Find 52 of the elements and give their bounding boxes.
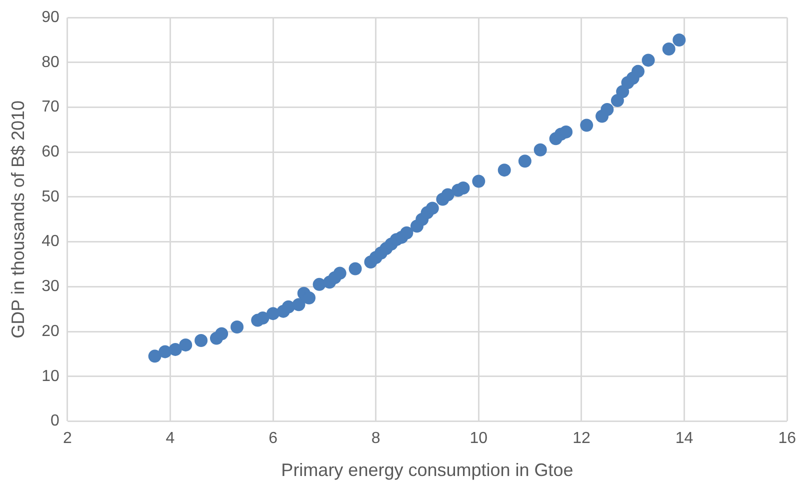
point: [560, 125, 573, 138]
y-tick-label: 60: [42, 144, 60, 161]
y-tick-label: 0: [50, 412, 60, 430]
y-tick-label: 40: [42, 233, 60, 250]
x-tick-label: 8: [371, 430, 380, 448]
point: [302, 291, 316, 304]
y-tick-label: 10: [42, 368, 60, 385]
point: [158, 345, 172, 358]
y-tick-label: 50: [42, 188, 60, 206]
point: [333, 266, 346, 280]
x-tick-label: 16: [778, 430, 796, 448]
point: [472, 174, 486, 188]
point: [518, 154, 532, 168]
point: [534, 143, 547, 156]
y-tick-label: 30: [42, 278, 60, 296]
point: [148, 350, 162, 363]
y-tick-label: 80: [42, 54, 60, 71]
point: [600, 103, 614, 116]
point: [426, 202, 439, 215]
x-tick-label: 6: [268, 430, 278, 448]
point: [292, 298, 306, 312]
x-tick-label: 2: [62, 430, 72, 448]
point: [256, 312, 270, 325]
point: [580, 118, 594, 132]
point: [194, 334, 208, 347]
point: [400, 226, 414, 240]
y-tick-label: 20: [42, 322, 60, 340]
point: [266, 307, 280, 320]
point: [672, 34, 686, 47]
point: [632, 64, 645, 78]
y-tick-label: 90: [42, 9, 60, 26]
point: [348, 262, 362, 276]
point: [642, 54, 655, 67]
x-tick-label: 12: [572, 430, 590, 448]
point: [610, 94, 624, 108]
x-tick-label: 10: [470, 430, 488, 448]
point: [312, 278, 326, 291]
y-axis-title: GDP in thousands of B$ 2010: [8, 100, 28, 338]
x-tick-label: 14: [675, 430, 694, 448]
x-axis-title: Primary energy consumption in Gtoe: [281, 460, 574, 480]
point: [662, 42, 676, 56]
point: [179, 338, 192, 352]
point: [456, 182, 470, 195]
point: [168, 342, 182, 356]
point: [498, 164, 511, 177]
point: [616, 85, 630, 98]
y-tick-label: 70: [42, 98, 60, 116]
point: [441, 188, 454, 202]
point: [215, 327, 228, 340]
point: [230, 320, 244, 334]
x-tick-label: 4: [166, 430, 175, 448]
point: [282, 300, 295, 314]
